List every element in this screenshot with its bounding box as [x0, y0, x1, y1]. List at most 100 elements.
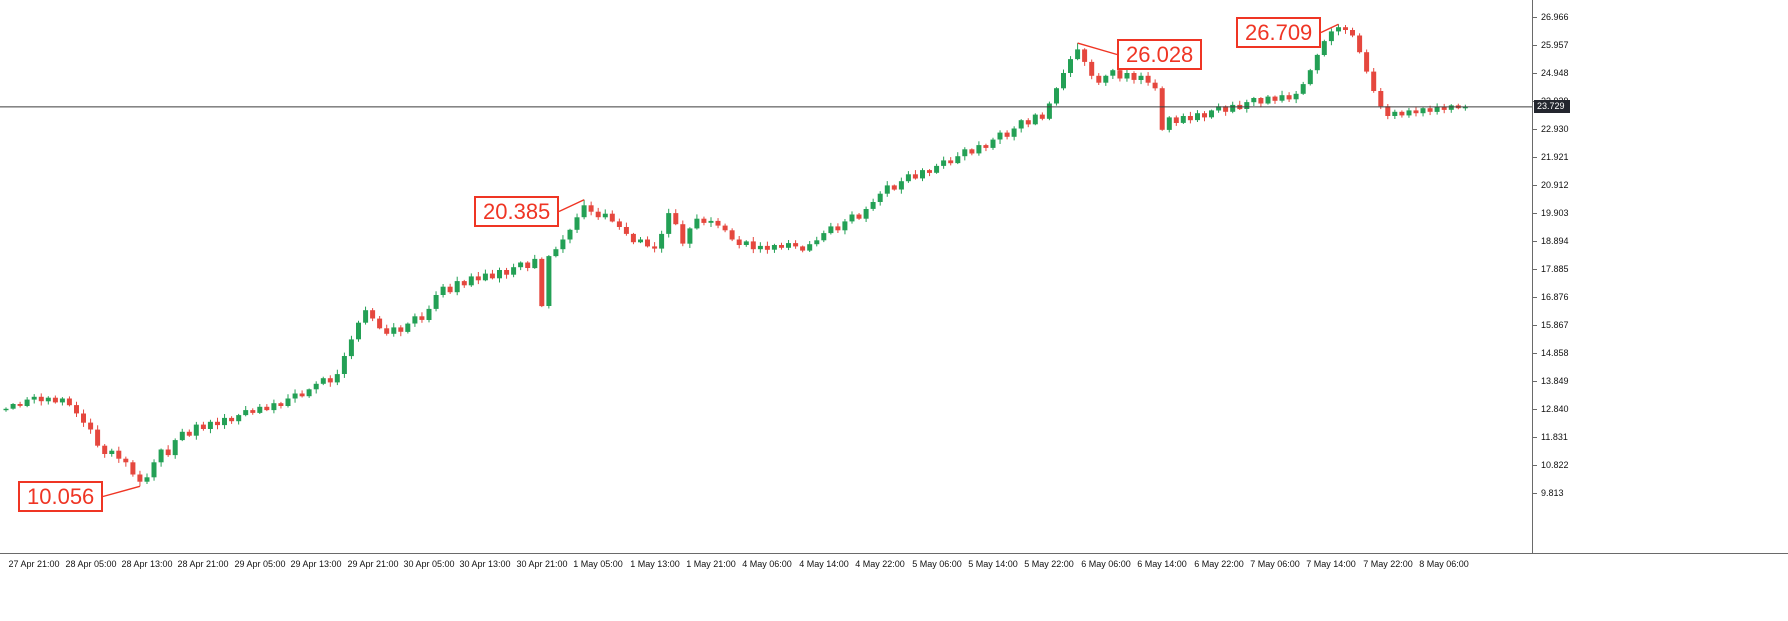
price-annotation[interactable]: 26.028 [1117, 39, 1203, 70]
candle-body [1032, 114, 1038, 125]
candle-body [81, 413, 86, 423]
price-tick-mark [1533, 381, 1537, 382]
candle-body [447, 286, 453, 293]
candle-body [659, 233, 665, 249]
candle-body [1209, 110, 1214, 118]
candle-body [24, 399, 30, 406]
candle-body [52, 397, 58, 403]
candle-body [45, 397, 51, 402]
candle-body [680, 224, 686, 244]
candle-body [398, 327, 404, 332]
price-tick-mark [1533, 465, 1537, 466]
price-tick-label: 20.912 [1541, 180, 1569, 190]
candle-body [1025, 120, 1031, 125]
price-tick-label: 14.858 [1541, 348, 1569, 358]
price-tick-label: 11.831 [1541, 432, 1568, 442]
candle-body [1039, 114, 1045, 119]
candle-body [1378, 91, 1384, 107]
candle-body [179, 431, 185, 441]
price-axis[interactable]: 23.729 26.96625.95724.94823.93922.93021.… [1532, 0, 1788, 553]
chart-plot-area[interactable]: 10.056 20.385 26.028 26.709 [0, 0, 1532, 552]
candle-body [1448, 105, 1454, 110]
candle-body [807, 244, 813, 251]
candle-body [1427, 108, 1433, 112]
price-annotation[interactable]: 10.056 [18, 481, 104, 512]
candle-body [1187, 116, 1193, 121]
candle-body [849, 214, 855, 222]
candle-body [66, 398, 72, 406]
candle-body [638, 239, 643, 243]
candle-body [468, 276, 474, 286]
candle-body [560, 239, 566, 250]
candle-body [59, 398, 65, 403]
price-annotation[interactable]: 26.709 [1236, 17, 1322, 48]
candle-body [363, 310, 369, 323]
candle-body [666, 213, 672, 234]
candle-body [927, 170, 932, 173]
candle-body [1251, 98, 1257, 103]
candle-body [898, 181, 904, 190]
time-tick-label: 30 Apr 21:00 [516, 559, 568, 569]
candle-body [884, 185, 890, 194]
annotation-layer: 10.056 20.385 26.028 26.709 [18, 17, 1322, 512]
annotation-connector [1077, 42, 1118, 56]
candle-body [1138, 75, 1144, 80]
candle-body [1004, 132, 1010, 137]
time-tick-label: 28 Apr 21:00 [177, 559, 229, 569]
candle-body [1258, 98, 1264, 104]
time-axis[interactable]: 27 Apr 21:00 28 Apr 05:00 28 Apr 13:00 28 A… [0, 553, 1788, 621]
candle-body [313, 383, 319, 390]
price-tick-label: 17.885 [1541, 264, 1569, 274]
candle-body [814, 240, 820, 245]
candle-body [1265, 96, 1271, 104]
candle-body [764, 245, 770, 250]
candle-body [743, 241, 749, 245]
candle-body [271, 403, 277, 411]
candle-body [842, 221, 848, 231]
candle-body [1314, 54, 1320, 71]
candle-body [391, 327, 397, 334]
candle-body [1343, 27, 1348, 30]
candle-body [616, 221, 622, 227]
candle-body [962, 149, 968, 157]
candle-body [532, 258, 538, 269]
candle-body [581, 205, 587, 218]
price-tick-label: 19.903 [1541, 208, 1569, 218]
candle-body [1159, 88, 1165, 130]
candle-body [701, 218, 707, 223]
candle-body [1357, 35, 1363, 53]
candle-body [828, 226, 834, 234]
candle-body [912, 174, 918, 179]
candle-body [377, 318, 383, 329]
candle-body [1054, 88, 1059, 104]
candle-body [109, 450, 115, 454]
candle-body [1166, 117, 1172, 130]
candle-body [504, 270, 510, 275]
candle-body [955, 156, 961, 164]
price-tick-label: 12.840 [1541, 404, 1569, 414]
candle-body [1230, 104, 1236, 112]
candle-body [1011, 128, 1017, 137]
time-tick-label: 5 May 14:00 [968, 559, 1018, 569]
candle-body [116, 450, 122, 459]
candle-body [1202, 113, 1207, 118]
candle-body [285, 398, 291, 406]
candle-body [863, 209, 869, 219]
candle-body [652, 246, 658, 249]
price-annotation[interactable]: 20.385 [474, 196, 560, 227]
time-tick-label: 30 Apr 13:00 [459, 559, 511, 569]
price-tick-mark [1533, 325, 1537, 326]
candle-body [17, 404, 23, 406]
price-tick-mark [1533, 297, 1537, 298]
time-tick-label: 1 May 05:00 [573, 559, 623, 569]
candle-body [1385, 106, 1391, 116]
candle-body [461, 281, 467, 286]
candle-body [1413, 110, 1419, 114]
time-tick-label: 7 May 14:00 [1306, 559, 1356, 569]
candle-body [341, 356, 347, 374]
time-tick-label: 28 Apr 13:00 [121, 559, 173, 569]
price-tick-mark [1533, 213, 1537, 214]
candlestick-chart[interactable] [0, 0, 1532, 552]
annotation-connector [102, 485, 141, 498]
